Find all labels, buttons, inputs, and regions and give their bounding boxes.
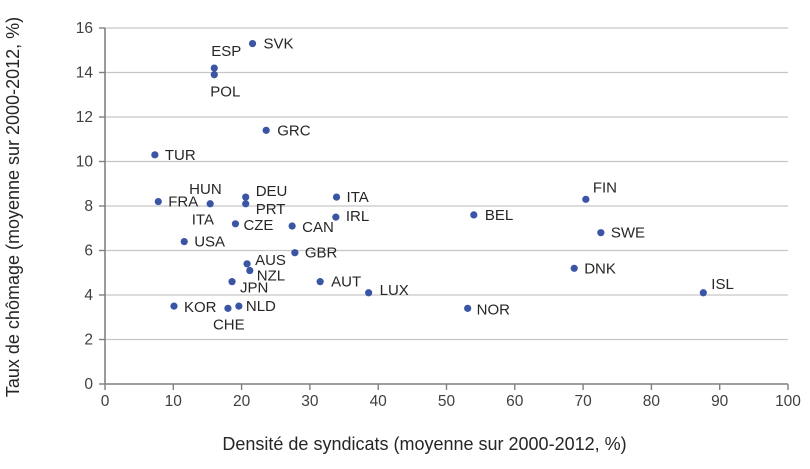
data-point-BEL <box>470 211 478 219</box>
data-point-JPN <box>228 278 236 286</box>
point-label-PRT: PRT <box>256 201 286 218</box>
y-tick-label: 12 <box>76 109 93 126</box>
x-tick-label: 40 <box>370 393 388 410</box>
y-tick-label: 4 <box>84 287 93 304</box>
point-label-IRL: IRL <box>346 208 369 225</box>
point-label-CZE: CZE <box>243 217 273 234</box>
y-tick-label: 14 <box>76 65 94 82</box>
data-point-LUX <box>365 289 373 297</box>
x-tick-label: 10 <box>165 393 183 410</box>
y-tick-label: 8 <box>84 198 93 215</box>
y-tick-label: 0 <box>84 376 93 393</box>
point-label-DEU: DEU <box>256 183 288 200</box>
data-point-DNK <box>570 264 578 272</box>
data-point-ESP <box>210 64 218 72</box>
data-point-NOR <box>464 304 472 312</box>
data-point-CHE <box>224 304 232 312</box>
x-tick-label: 0 <box>101 393 110 410</box>
point-label-DNK: DNK <box>584 260 616 277</box>
point-label-GBR: GBR <box>305 245 338 262</box>
point-label-NLD: NLD <box>246 298 276 315</box>
point-label-NOR: NOR <box>477 301 511 318</box>
x-tick-label: 30 <box>301 393 319 410</box>
data-point-ISL <box>699 289 707 297</box>
point-label-ESP: ESP <box>211 43 241 60</box>
data-point-USA <box>180 238 188 246</box>
data-point-IRL <box>332 213 340 221</box>
y-tick-label: 2 <box>84 332 93 349</box>
data-point-ITA <box>332 193 341 201</box>
data-point-FIN <box>582 195 590 203</box>
data-point-NLD <box>235 302 243 310</box>
x-tick-label: 100 <box>775 393 801 410</box>
point-label-ISL: ISL <box>711 276 734 293</box>
data-point-FRA <box>154 197 162 206</box>
point-label-CHE: CHE <box>213 316 245 333</box>
x-tick-label: 70 <box>574 393 592 410</box>
annotation-label-ITA: ITA <box>192 211 214 228</box>
data-point-PRT <box>242 200 250 208</box>
y-axis-title: Taux de chômage (moyenne sur 2000-2012, … <box>3 17 23 397</box>
data-point-CAN <box>288 222 296 230</box>
data-point-DEU <box>242 193 250 201</box>
point-label-KOR: KOR <box>184 299 217 316</box>
point-label-SWE: SWE <box>611 225 645 242</box>
point-label-LUX: LUX <box>380 282 409 299</box>
point-label-CAN: CAN <box>302 219 334 236</box>
x-tick-label: 50 <box>438 393 456 410</box>
point-label-AUS: AUS <box>255 252 286 269</box>
point-label-FRA: FRA <box>168 194 198 211</box>
point-label-BEL: BEL <box>485 207 513 224</box>
data-point-GBR <box>291 249 299 257</box>
point-label-AUT: AUT <box>331 274 361 291</box>
point-label-ITA: ITA <box>347 189 369 206</box>
point-label-USA: USA <box>194 234 225 251</box>
point-label-TUR: TUR <box>165 147 196 164</box>
data-point-SWE <box>597 229 605 237</box>
data-point-CZE <box>231 220 240 228</box>
point-label-FIN: FIN <box>593 179 617 196</box>
data-point-SVK <box>248 39 257 48</box>
point-label-NZL: NZL <box>257 268 285 285</box>
data-point-AUS <box>243 260 251 268</box>
point-label-HUN: HUN <box>189 181 222 198</box>
data-point-TUR <box>151 151 159 159</box>
point-label-POL: POL <box>210 84 240 101</box>
x-tick-label: 80 <box>643 393 661 410</box>
data-point-AUT <box>316 278 324 286</box>
data-point-HUN <box>206 200 214 208</box>
x-tick-label: 20 <box>233 393 251 410</box>
x-tick-label: 90 <box>711 393 729 410</box>
data-point-POL <box>210 71 218 79</box>
y-tick-label: 6 <box>84 243 93 260</box>
point-label-SVK: SVK <box>264 36 294 53</box>
data-point-NZL <box>246 266 254 275</box>
data-point-KOR <box>170 302 178 310</box>
x-axis-title: Densité de syndicats (moyenne sur 2000-2… <box>222 434 626 454</box>
point-label-GRC: GRC <box>277 122 311 139</box>
y-tick-label: 16 <box>76 20 93 37</box>
y-tick-label: 10 <box>76 154 94 171</box>
x-tick-label: 60 <box>506 393 524 410</box>
point-label-JPN: JPN <box>240 280 268 297</box>
data-point-GRC <box>262 126 270 134</box>
